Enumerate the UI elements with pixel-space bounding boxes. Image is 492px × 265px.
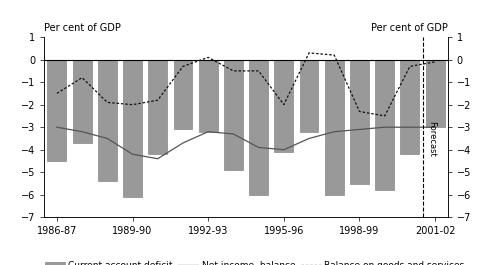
Bar [224,60,243,170]
Bar [350,60,369,183]
Text: Per cent of GDP: Per cent of GDP [44,24,121,33]
Text: Forecast: Forecast [428,121,436,156]
Bar [73,60,92,143]
Bar [98,60,117,181]
Bar [426,60,445,127]
Bar [375,60,394,190]
Text: Per cent of GDP: Per cent of GDP [371,24,448,33]
Bar [174,60,192,129]
Bar [199,60,217,132]
Bar [249,60,268,195]
Bar [47,60,66,161]
Bar [275,60,293,152]
Bar [400,60,419,154]
Bar [300,60,318,132]
Bar [148,60,167,154]
Legend: Current account deficit, Net income  balance, Balance on goods and services: Current account deficit, Net income bala… [45,262,464,265]
Bar [123,60,142,197]
Bar [325,60,344,195]
